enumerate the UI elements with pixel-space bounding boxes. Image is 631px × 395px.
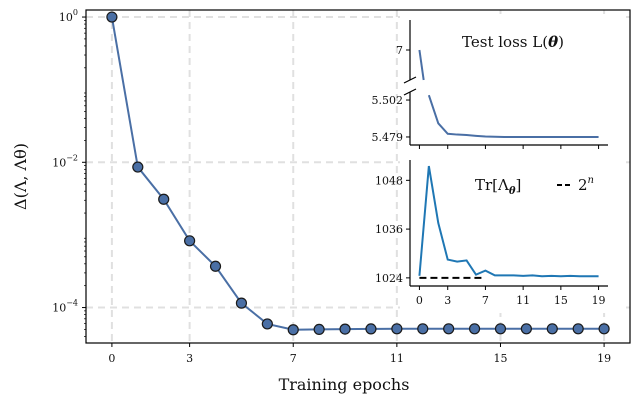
loss-inset-title: Test loss L(θ) [462,33,564,51]
trace-series-line [418,165,599,278]
main-x-axis-label: Training epochs [279,375,410,394]
main-y-tick-label: 10−4 [52,299,78,315]
main-data-point [494,323,507,335]
inset-background [400,14,624,313]
main-data-point [287,324,299,336]
trace-x-tick-label: 15 [554,294,568,307]
loss-break-mark-bottom [403,88,417,96]
main-data-point [417,323,429,335]
main-data-point [106,11,118,23]
main-data-point [261,318,273,330]
main-data-point [365,323,377,335]
main-data-point [391,323,403,335]
trace-y-tick-label: 1036 [375,223,403,236]
loss-series-upper-segment [418,49,425,81]
main-data-point [313,323,325,336]
main-data-point [572,323,584,335]
trace-x-tick-label: 7 [482,294,489,307]
main-x-tick-label: 0 [108,352,115,365]
loss-break-mark-top [403,76,417,84]
main-x-tick-label: 11 [390,352,404,365]
main-data-point [158,193,170,205]
main-plot: 0 3 7 11 15 19 100 10−2 10−4 Training epochs Δ(Λ, … [11,8,631,394]
main-data-point [546,323,558,335]
main-data-point [209,260,222,272]
main-data-point [339,323,351,335]
trace-y-tick-label: 1024 [375,272,403,285]
main-x-tick-label: 7 [290,352,297,365]
main-y-axis-label: Δ(Λ, Λθ) [11,143,30,210]
trace-x-tick-label: 11 [516,294,530,307]
main-y-tick-label: 100 [59,8,78,24]
main-x-tick-label: 3 [186,352,193,365]
loss-series-line [427,94,599,138]
trace-x-tick-label: 19 [592,294,606,307]
main-data-point [184,235,196,247]
loss-y-tick-label: 5.479 [372,131,404,144]
main-data-point [132,161,144,173]
loss-y-tick-label: 7 [396,44,403,57]
main-data-point [520,323,532,335]
main-x-tick-label: 15 [493,352,507,365]
main-x-tick-label: 19 [597,352,611,365]
main-data-point [468,323,481,335]
test-loss-inset: 7 5.502 5.479 Test loss L(θ) [372,14,624,313]
main-data-point [598,323,610,335]
main-data-point [443,323,455,335]
trace-y-tick-label: 1048 [375,174,403,187]
main-frame [85,9,631,344]
loss-y-tick-label: 5.502 [372,94,404,107]
trace-x-tick-label: 0 [416,294,423,307]
main-y-tick-label: 10−2 [52,153,78,169]
main-data-point [235,297,248,309]
trace-x-tick-label: 3 [444,294,451,307]
